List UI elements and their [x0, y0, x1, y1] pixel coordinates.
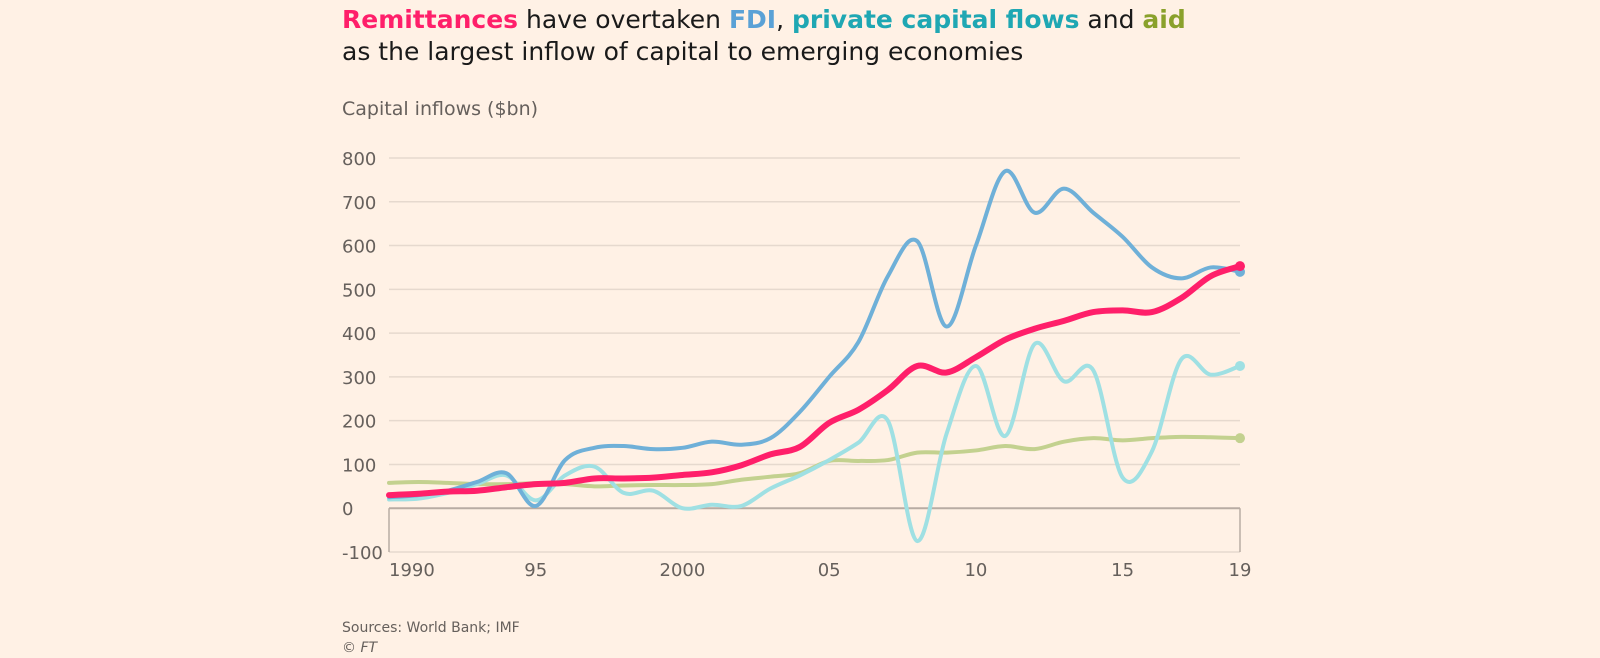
title-part: Remittances — [342, 5, 519, 34]
line-chart: -100 0 100 200 300 400 500 600 700 800 1990 95 2000… — [342, 149, 1251, 581]
title-part: , — [776, 5, 792, 34]
x-tick-label: 10 — [964, 560, 987, 581]
x-tick-label: 05 — [818, 560, 841, 581]
chart-title: Remittances have overtaken FDI, private … — [342, 4, 1222, 68]
copyright-note: © FT — [342, 640, 378, 656]
y-tick-label: 600 — [342, 237, 376, 258]
x-tick-label: 2000 — [660, 560, 706, 581]
gridlines — [388, 157, 1241, 553]
title-part: aid — [1142, 5, 1186, 34]
series-private-capital-flows — [387, 340, 1245, 544]
title-part: as the largest inflow of capital to emer… — [342, 37, 1024, 66]
line-remittances — [386, 263, 1243, 499]
series-lines — [386, 169, 1245, 544]
title-part: and — [1079, 5, 1143, 34]
y-tick-label: 500 — [342, 280, 376, 301]
y-tick-label: -100 — [342, 543, 383, 564]
y-tick-label: 100 — [342, 455, 376, 476]
x-tick-label: 95 — [524, 560, 547, 581]
title-part: private capital flows — [791, 5, 1080, 34]
end-marker-private-capital-flows — [1235, 360, 1245, 371]
line-fdi — [387, 169, 1242, 509]
x-tick-label: 15 — [1111, 560, 1134, 581]
title-part: have overtaken — [518, 5, 729, 34]
series-remittances — [386, 261, 1245, 499]
x-tick-label: 19 — [1229, 560, 1252, 581]
end-marker-aid — [1235, 433, 1245, 444]
x-axis-ticks: 1990 95 2000 05 10 15 19 — [389, 560, 1251, 581]
line-private-capital-flows — [387, 340, 1242, 544]
x-tick-label: 1990 — [389, 560, 435, 581]
y-tick-label: 200 — [342, 412, 376, 433]
y-tick-label: 700 — [342, 193, 376, 214]
end-marker-remittances — [1235, 261, 1245, 272]
source-note: Sources: World Bank; IMF — [342, 620, 520, 636]
y-tick-label: 300 — [342, 368, 376, 389]
y-tick-label: 400 — [342, 324, 376, 345]
y-tick-label: 800 — [342, 149, 376, 170]
y-tick-label: 0 — [342, 499, 353, 520]
y-axis-label: Capital inflows ($bn) — [342, 98, 539, 120]
y-axis-ticks: -100 0 100 200 300 400 500 600 700 800 — [342, 149, 383, 564]
title-part: FDI — [728, 5, 777, 34]
